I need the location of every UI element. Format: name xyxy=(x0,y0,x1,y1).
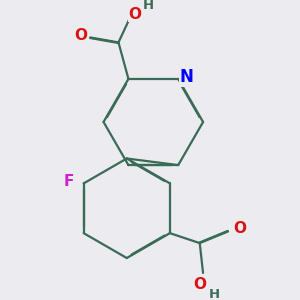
Text: O: O xyxy=(233,221,246,236)
Text: O: O xyxy=(129,7,142,22)
Text: O: O xyxy=(74,28,87,43)
Text: H: H xyxy=(143,0,154,12)
Text: H: H xyxy=(209,288,220,300)
Text: N: N xyxy=(180,68,194,86)
Text: F: F xyxy=(64,174,74,189)
Text: O: O xyxy=(193,277,206,292)
